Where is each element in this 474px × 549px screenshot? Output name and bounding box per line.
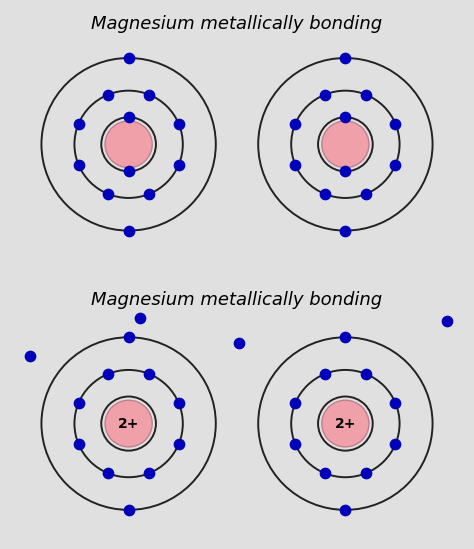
- Point: [342, 167, 349, 176]
- Point: [26, 352, 34, 361]
- Text: 2+: 2+: [335, 417, 356, 430]
- Point: [125, 333, 132, 341]
- Text: Magnesium metallically bonding: Magnesium metallically bonding: [91, 15, 383, 33]
- Point: [292, 160, 299, 169]
- Point: [292, 440, 299, 449]
- Point: [104, 189, 112, 198]
- Ellipse shape: [105, 121, 152, 167]
- Point: [125, 113, 132, 122]
- Point: [75, 119, 82, 128]
- Point: [292, 399, 299, 407]
- Point: [362, 91, 370, 99]
- Point: [362, 469, 370, 478]
- Point: [342, 113, 349, 122]
- Point: [175, 160, 182, 169]
- Point: [321, 469, 328, 478]
- Point: [175, 440, 182, 449]
- Point: [146, 91, 153, 99]
- Point: [321, 369, 328, 378]
- Point: [75, 160, 82, 169]
- Point: [362, 189, 370, 198]
- Point: [125, 226, 132, 235]
- Point: [236, 338, 243, 347]
- Point: [146, 189, 153, 198]
- Point: [342, 226, 349, 235]
- Point: [392, 119, 399, 128]
- Point: [125, 506, 132, 514]
- Point: [342, 506, 349, 514]
- Text: 2+: 2+: [118, 417, 139, 430]
- Point: [392, 440, 399, 449]
- Point: [362, 369, 370, 378]
- Point: [175, 399, 182, 407]
- Point: [443, 317, 450, 326]
- Point: [104, 91, 112, 99]
- Point: [104, 469, 112, 478]
- Point: [146, 369, 153, 378]
- Text: Magnesium metallically bonding: Magnesium metallically bonding: [91, 292, 383, 310]
- Ellipse shape: [105, 400, 152, 447]
- Point: [146, 469, 153, 478]
- Point: [392, 160, 399, 169]
- Point: [75, 440, 82, 449]
- Point: [125, 167, 132, 176]
- Point: [175, 119, 182, 128]
- Point: [104, 369, 112, 378]
- Point: [321, 189, 328, 198]
- Point: [342, 54, 349, 63]
- Point: [137, 314, 144, 323]
- Point: [392, 399, 399, 407]
- Point: [125, 54, 132, 63]
- Point: [342, 333, 349, 341]
- Point: [75, 399, 82, 407]
- Point: [321, 91, 328, 99]
- Ellipse shape: [322, 121, 369, 167]
- Ellipse shape: [322, 400, 369, 447]
- Point: [292, 119, 299, 128]
